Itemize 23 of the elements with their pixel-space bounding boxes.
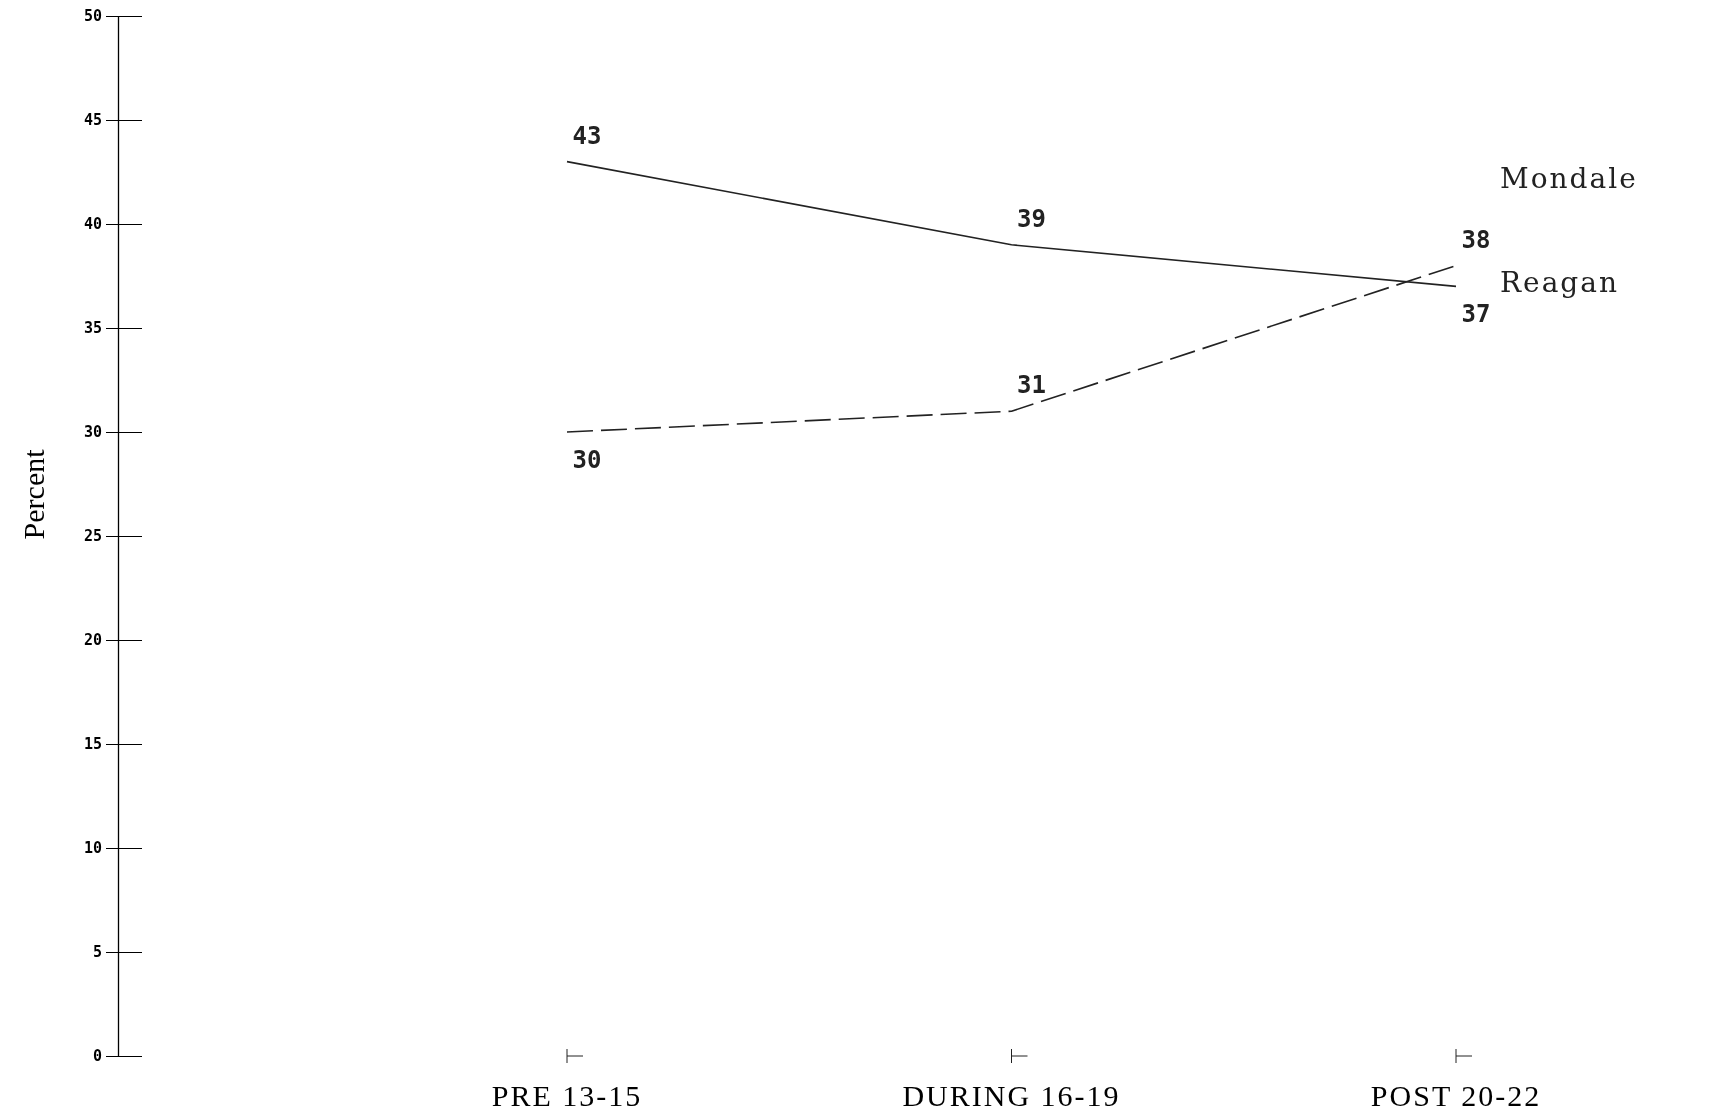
- y-axis-title: Percent: [17, 448, 50, 540]
- y-tick-label: 5: [92, 943, 102, 962]
- data-label: 31: [1017, 371, 1046, 400]
- y-tick-label: 10: [83, 839, 102, 858]
- x-tick-label: DURING 16-19: [902, 1079, 1121, 1112]
- series-label: Reagan: [1500, 266, 1619, 300]
- data-label: 43: [572, 121, 602, 150]
- y-tick-label: 20: [83, 631, 102, 650]
- data-label: 38: [1461, 225, 1491, 254]
- x-tick-label: POST 20-22: [1370, 1079, 1542, 1112]
- y-tick-label: 25: [83, 527, 102, 546]
- y-tick-label: 0: [92, 1047, 102, 1066]
- x-tick-label: PRE 13-15: [491, 1079, 643, 1112]
- y-tick-label: 45: [83, 111, 102, 130]
- text: Mondale: [1500, 161, 1638, 195]
- y-tick-label: 15: [83, 735, 102, 754]
- data-label: 39: [1017, 204, 1046, 233]
- y-tick-label: 30: [83, 423, 102, 442]
- y-tick-label: 40: [83, 215, 102, 234]
- y-tick-label: 35: [83, 319, 102, 338]
- data-label: 37: [1461, 300, 1491, 329]
- y-tick-label: 50: [83, 7, 102, 26]
- data-label: 30: [572, 446, 602, 474]
